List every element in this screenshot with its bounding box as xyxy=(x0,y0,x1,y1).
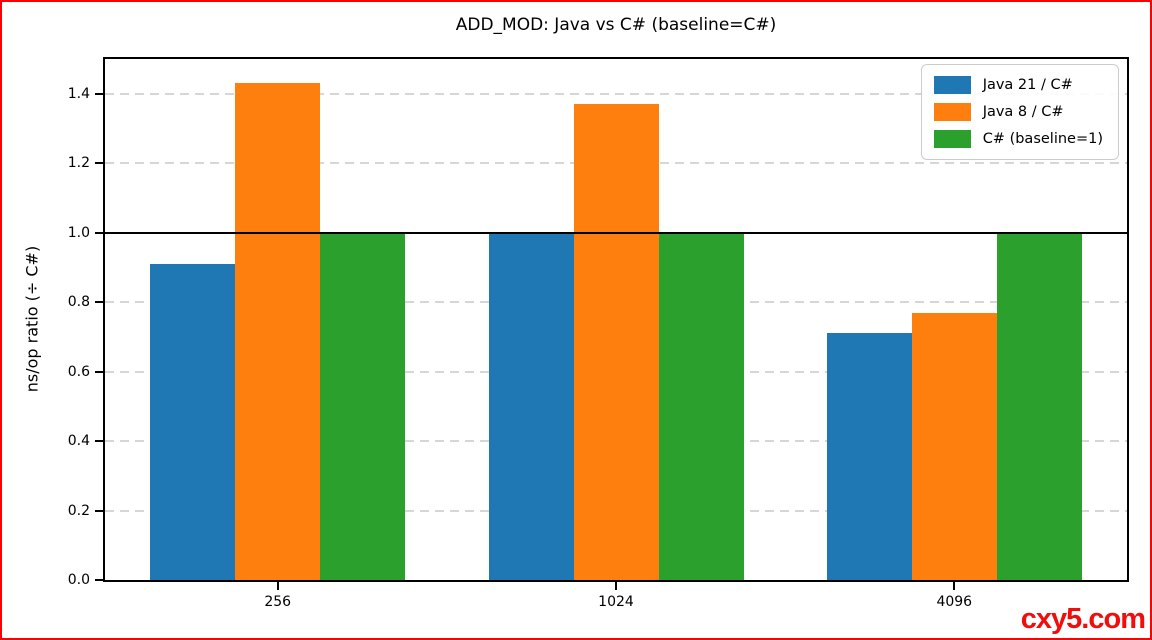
x-tick-mark-256 xyxy=(276,582,279,590)
legend-item-java-8-c: Java 8 / C# xyxy=(933,103,1103,121)
y-tick-label: 0.4 xyxy=(67,433,90,450)
gridline-1.4 xyxy=(105,92,1127,95)
legend-swatch-java-21-c xyxy=(933,76,971,94)
x-tick-label: 256 xyxy=(264,594,292,610)
y-tick-mark-1.4 xyxy=(95,92,103,95)
y-tick-mark-1 xyxy=(95,231,103,234)
y-tick-label: 0.6 xyxy=(67,363,90,380)
y-tick-mark-0.2 xyxy=(95,509,103,512)
y-tick-mark-1.2 xyxy=(95,162,103,165)
bar-java-8-c-1024 xyxy=(573,104,659,580)
chart-title: ADD_MOD: Java vs C# (baseline=C#) xyxy=(455,15,777,35)
bar-java-21-c-256 xyxy=(150,263,236,580)
watermark: cxy5.com xyxy=(1020,603,1146,635)
bar-java-8-c-4096 xyxy=(911,312,997,580)
x-tick-mark-4096 xyxy=(953,582,956,590)
y-tick-label: 0.2 xyxy=(67,502,90,519)
legend-label: C# (baseline=1) xyxy=(982,131,1103,147)
legend-swatch-c-baseline-1 xyxy=(933,130,971,148)
y-tick-mark-0.8 xyxy=(95,301,103,304)
y-tick-label: 0.8 xyxy=(67,294,90,311)
legend-item-c-baseline-1: C# (baseline=1) xyxy=(933,130,1103,148)
bar-c-baseline-1-256 xyxy=(320,232,406,580)
bar-c-baseline-1-4096 xyxy=(996,232,1082,580)
legend-label: Java 8 / C# xyxy=(982,104,1064,120)
y-tick-label: 1.2 xyxy=(67,155,90,172)
bar-c-baseline-1-1024 xyxy=(658,232,744,580)
legend-swatch-java-8-c xyxy=(933,103,971,121)
x-tick-label: 1024 xyxy=(598,594,634,610)
y-tick-label: 1.0 xyxy=(67,224,90,241)
y-tick-label: 1.4 xyxy=(67,85,90,102)
baseline-line xyxy=(105,231,1127,234)
legend-label: Java 21 / C# xyxy=(982,77,1073,93)
y-tick-mark-0.4 xyxy=(95,440,103,443)
bar-java-8-c-256 xyxy=(235,83,321,580)
bar-java-21-c-1024 xyxy=(488,232,574,580)
y-tick-mark-0 xyxy=(95,579,103,581)
y-tick-label: 0.0 xyxy=(67,572,90,588)
x-tick-mark-1024 xyxy=(615,582,617,590)
bar-java-21-c-4096 xyxy=(826,333,912,580)
y-tick-mark-0.6 xyxy=(95,370,103,373)
legend-item-java-21-c: Java 21 / C# xyxy=(933,76,1103,94)
x-tick-label: 4096 xyxy=(936,594,973,610)
legend: Java 21 / C# Java 8 / C# C# (baseline=1) xyxy=(920,64,1119,160)
